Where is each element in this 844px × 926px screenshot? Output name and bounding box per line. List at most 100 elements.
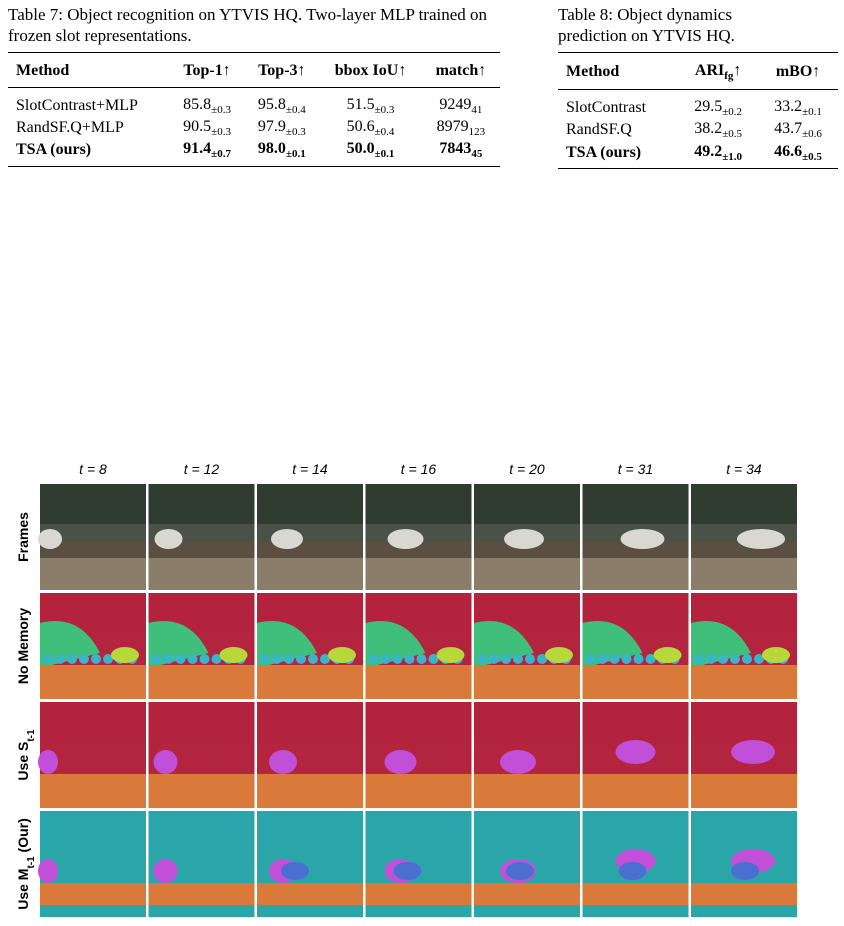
error: ±0.3: [374, 104, 395, 117]
value: 95.8: [257, 96, 286, 113]
cell: 29.5±0.2: [678, 90, 758, 120]
cell-top: [148, 811, 255, 851]
person: [38, 529, 62, 549]
region-dot: [525, 654, 535, 664]
cell: 51.5±0.3: [319, 88, 422, 118]
frame-cell: [257, 702, 363, 808]
cell-top: [474, 811, 580, 851]
frame-cell: [691, 811, 797, 917]
object: [153, 750, 178, 774]
header-cell: match↑: [422, 53, 500, 88]
cell-bottom: [582, 774, 689, 808]
frame-cell: [257, 811, 363, 917]
row-label: No Memory: [15, 608, 31, 684]
frame-cell: [365, 702, 472, 808]
value: 38.2: [694, 120, 723, 138]
text: RandSF.Q: [566, 121, 632, 139]
frame-cell: [474, 593, 580, 699]
caption: Table 8: Object dynamics prediction on Y…: [558, 5, 735, 45]
object-2: [393, 862, 422, 880]
row-label: Use Mt-1 (Our): [15, 818, 37, 910]
error: ±0.4: [285, 104, 306, 117]
column-label: t = 14: [292, 461, 328, 477]
frame-cell: [40, 593, 146, 699]
value: 46.6: [774, 142, 803, 160]
value: 7843: [439, 140, 472, 158]
cell-top: [257, 811, 363, 851]
region-dot: [260, 654, 270, 664]
cell: 38.2±0.5: [678, 119, 758, 141]
header-row: Method Top-1↑ Top-3↑ bbox IoU↑ match↑: [8, 52, 500, 88]
table: Method Top-1↑ Top-3↑ bbox IoU↑ match↑ SlotCon…: [8, 52, 500, 167]
object: [269, 750, 297, 774]
value: 9249: [439, 96, 472, 113]
region-dot: [175, 654, 186, 664]
cell-bottom: [257, 665, 363, 699]
frame-cell: [582, 811, 689, 917]
cell: 784345: [422, 139, 500, 166]
frame-cell: [365, 811, 472, 917]
text: ARI: [694, 62, 725, 79]
text: Top-1↑: [183, 62, 231, 79]
row-label: Frames: [15, 512, 31, 562]
region-dot: [754, 654, 764, 664]
bottom-strip: [365, 905, 472, 917]
cell-bottom: [474, 774, 580, 808]
cell-bottom: [257, 556, 363, 590]
value: 51.5: [346, 96, 375, 113]
frame-cell: [38, 484, 146, 590]
column-label: t = 16: [401, 461, 437, 477]
suffix: ↑: [733, 62, 742, 79]
region-dot: [272, 654, 282, 664]
region-dot: [43, 654, 53, 664]
text: SlotContrast+MLP: [16, 97, 138, 115]
cell: SlotContrast: [558, 90, 678, 120]
value: 49.2: [694, 142, 723, 160]
cell: 924941: [422, 88, 500, 118]
column-label: t = 8: [79, 461, 107, 477]
text: Method: [16, 62, 70, 79]
cell-bottom: [40, 774, 146, 808]
cell-bottom: [691, 774, 797, 808]
cell-bottom: [582, 665, 689, 699]
row: TSA (ours) 91.4±0.7 98.0±0.1 50.0±0.1 784345: [8, 139, 500, 167]
table: Method ARIfg↑ mBO↑ SlotContrast 29.5±0.2 33.2…: [558, 52, 838, 169]
value: 98.0: [257, 140, 286, 158]
frame-cell: [148, 702, 255, 808]
cell: 85.8±0.3: [170, 88, 245, 118]
region-dot: [392, 654, 403, 664]
bottom-strip: [40, 905, 146, 917]
cell-bottom: [257, 774, 363, 808]
bottom-strip: [691, 905, 797, 917]
region-dot: [621, 654, 632, 664]
label-text: No Memory: [15, 608, 31, 684]
region-dot: [308, 654, 318, 664]
cell: 50.0±0.1: [319, 139, 422, 166]
row: TSA (ours) 49.2±1.0 46.6±0.5: [558, 142, 838, 169]
value: 50.0: [346, 140, 375, 158]
cell: SlotContrast+MLP: [8, 88, 170, 118]
region-dot: [163, 654, 174, 664]
bottom-strip: [257, 905, 363, 917]
region-dot: [477, 654, 487, 664]
error: ±0.7: [211, 148, 231, 161]
error: ±0.1: [285, 148, 306, 161]
cell-top: [40, 484, 146, 524]
cell-top: [257, 484, 363, 524]
cell-bottom: [148, 556, 255, 590]
cell-top: [691, 702, 797, 742]
frame-cell: [691, 702, 797, 808]
error: 41: [471, 104, 483, 117]
text: bbox IoU↑: [334, 62, 407, 79]
region-dot: [284, 654, 294, 664]
cell-top: [148, 702, 255, 742]
person: [154, 529, 183, 549]
region-dot: [742, 654, 752, 664]
region-dot: [537, 654, 547, 664]
text: Method: [566, 63, 620, 81]
person: [737, 529, 785, 549]
label-text: Use S: [15, 742, 31, 781]
cell-top: [40, 811, 146, 851]
cell-top: [691, 484, 797, 524]
cell-top: [691, 811, 797, 851]
